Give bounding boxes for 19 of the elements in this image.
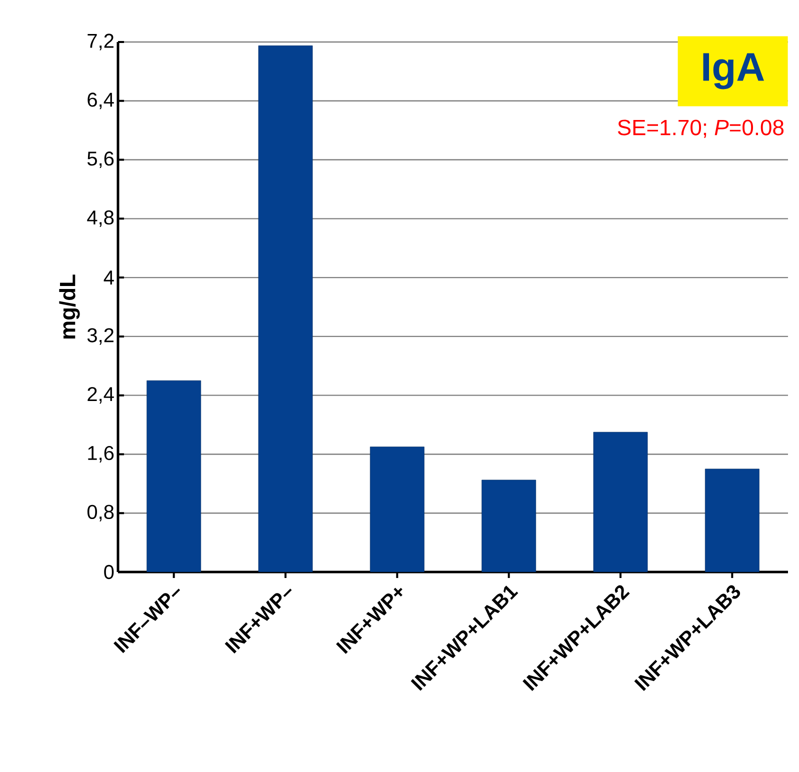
y-tick-label: 7,2: [88, 34, 114, 50]
y-tick-label: 2,4: [88, 387, 114, 404]
bar: [482, 480, 536, 572]
y-tick-label: 6,4: [88, 92, 114, 110]
bar: [258, 45, 313, 572]
y-tick-label: 4,8: [87, 210, 114, 227]
y-tick-label: 1,6: [88, 446, 114, 462]
bar: [704, 468, 760, 572]
bar: [146, 380, 202, 572]
y-tick-label: 0,8: [87, 504, 114, 522]
bar: [593, 432, 648, 572]
annotation: SE=1.70; P=0.08: [618, 120, 784, 138]
chart-title: IgA: [703, 53, 764, 90]
y-tick-label: 5,6: [87, 152, 114, 168]
y-tick-label: 3,2: [87, 328, 114, 345]
y-tick-label: 4: [104, 270, 114, 284]
bar: [370, 446, 424, 572]
y-axis-title: mg/dL: [59, 274, 80, 339]
y-tick-label: 0: [104, 564, 114, 580]
